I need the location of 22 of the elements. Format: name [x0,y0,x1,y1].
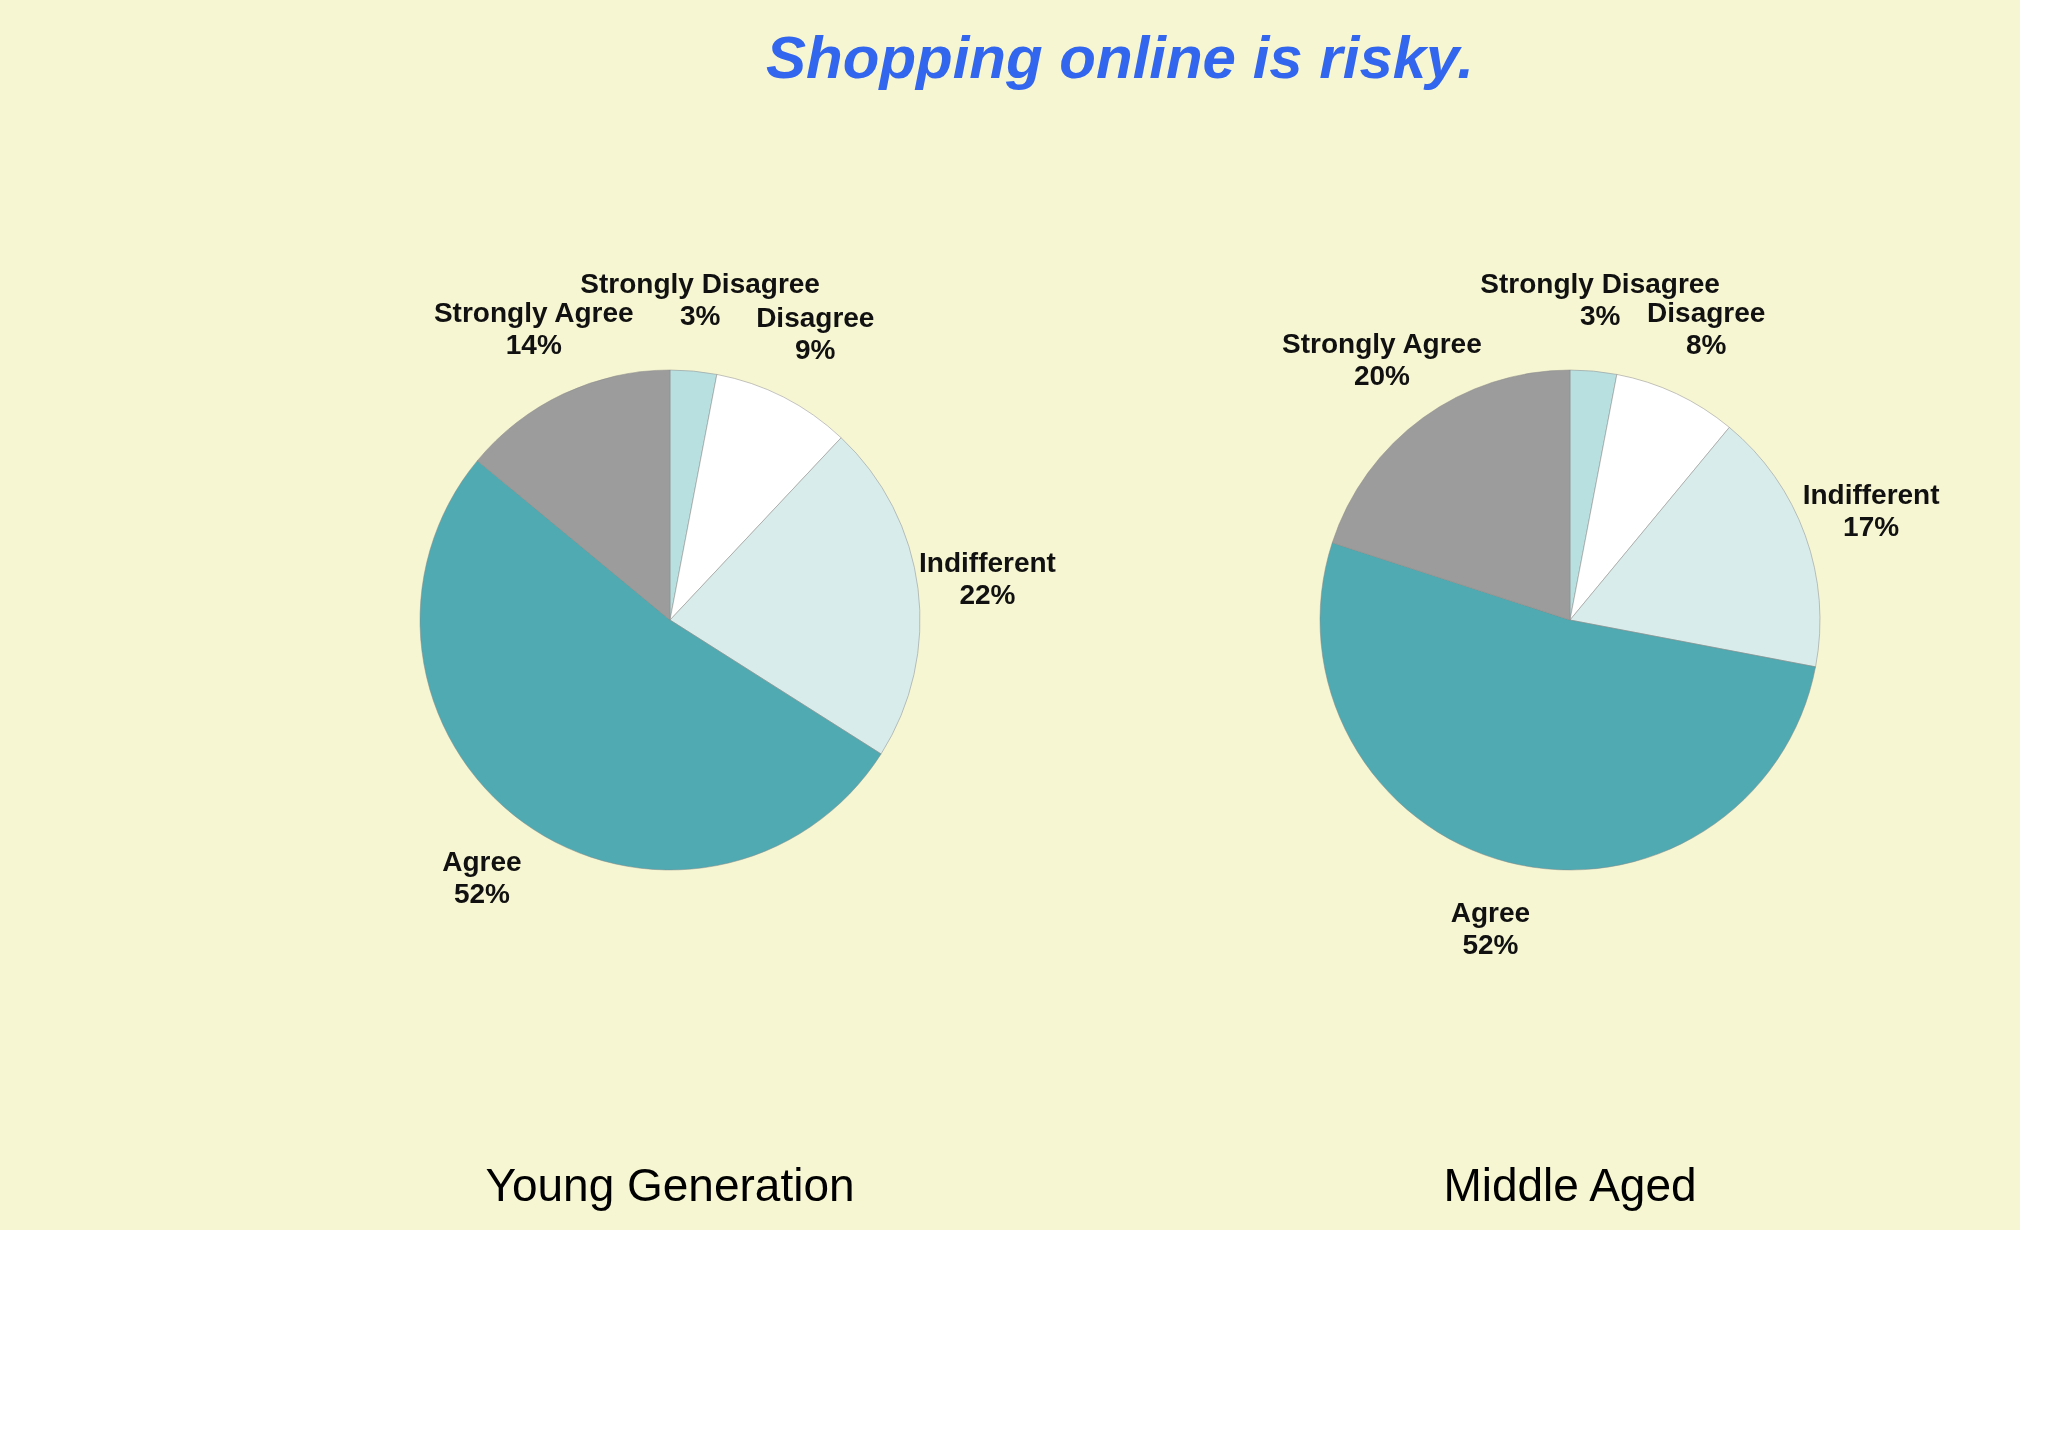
slice-label: Strongly Agree [1282,328,1482,360]
slice-label: Agree [1450,896,1531,928]
slice-label: Disagree [756,301,875,333]
text: Shopping online is risky. [766,24,1474,91]
data-label: 20% [1353,360,1411,392]
data-label: 14% [505,329,562,361]
text: Young Generation [485,1159,855,1211]
slice-label: Strongly Agree [433,297,634,329]
data-label: 52% [453,877,511,909]
data-label: 3% [679,300,721,332]
slice-label: Agree [442,845,522,877]
data-label: 22% [959,578,1016,610]
data-label: 9% [795,333,836,365]
data-label: 3% [1579,300,1621,332]
data-label: 8% [1686,329,1727,361]
text: Middle Aged [1443,1159,1697,1211]
slice-label: Strongly Disagree [1480,268,1720,300]
data-label: 17% [1843,510,1900,542]
slice-label: Strongly Disagree [580,268,820,300]
data-label: 52% [1462,928,1519,960]
slice-label: Indifferent [1802,478,1940,510]
slice-label: Indifferent [919,546,1056,578]
